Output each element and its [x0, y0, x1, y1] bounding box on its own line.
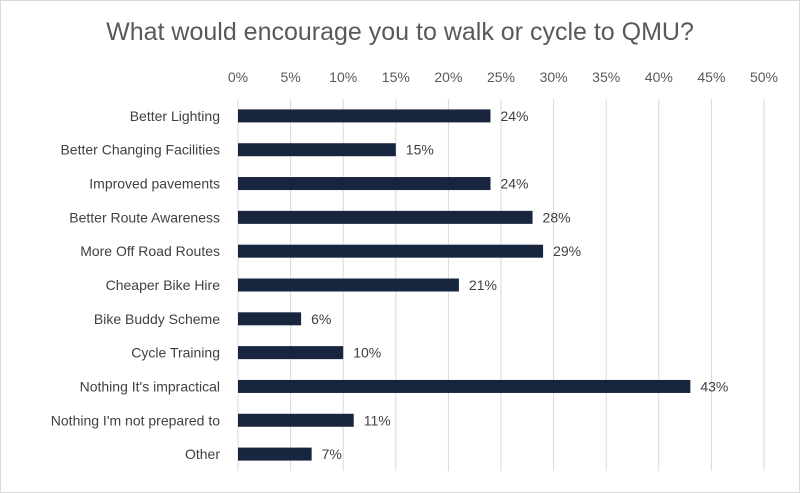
x-tick-label: 40% [645, 69, 673, 85]
data-label: 7% [322, 446, 342, 462]
category-label: Better Lighting [130, 108, 220, 124]
bar [238, 109, 491, 123]
bar [238, 143, 396, 157]
bar [238, 413, 354, 427]
data-label: 6% [311, 311, 331, 327]
data-labels: 24% 15% 24% 28% 29% 21% 6% 10% 43% 11% 7% [311, 108, 728, 462]
data-label: 28% [543, 209, 571, 225]
x-tick-label: 35% [592, 69, 620, 85]
chart-title: What would encourage you to walk or cycl… [106, 18, 694, 46]
data-label: 43% [700, 378, 728, 394]
category-label: Bike Buddy Scheme [94, 311, 220, 327]
x-tick-label: 10% [329, 69, 357, 85]
bar [238, 447, 312, 461]
category-label: Cycle Training [131, 345, 220, 361]
data-label: 10% [353, 345, 381, 361]
x-tick-label: 25% [487, 69, 515, 85]
bar [238, 278, 459, 292]
x-tick-label: 45% [697, 69, 725, 85]
x-axis-tick-labels: 0% 5% 10% 15% 20% 25% 30% 35% 40% 45% 50% [228, 69, 778, 85]
bars [238, 109, 691, 461]
data-label: 15% [406, 142, 434, 158]
gridlines [237, 99, 765, 471]
data-label: 21% [469, 277, 497, 293]
x-tick-label: 20% [434, 69, 462, 85]
x-tick-label: 5% [280, 69, 300, 85]
x-tick-label: 0% [228, 69, 248, 85]
x-tick-label: 30% [540, 69, 568, 85]
x-tick-label: 15% [382, 69, 410, 85]
category-label: Improved pavements [89, 176, 220, 192]
category-label: Cheaper Bike Hire [106, 277, 221, 293]
bar [238, 379, 691, 393]
bar [238, 177, 491, 191]
bar [238, 210, 533, 224]
category-labels: Better Lighting Better Changing Facilitie… [51, 108, 221, 462]
x-tick-label: 50% [750, 69, 778, 85]
category-label: More Off Road Routes [80, 243, 220, 259]
category-label: Better Changing Facilities [60, 142, 220, 158]
category-label: Nothing It's impractical [80, 378, 220, 394]
category-label: Nothing I'm not prepared to [51, 412, 220, 428]
data-label: 24% [500, 108, 528, 124]
category-label: Other [185, 446, 220, 462]
data-label: 29% [553, 243, 581, 259]
bar [238, 312, 302, 326]
data-label: 24% [500, 176, 528, 192]
bar [238, 346, 344, 360]
data-label: 11% [364, 412, 391, 428]
bar [238, 244, 544, 258]
category-label: Better Route Awareness [69, 209, 220, 225]
